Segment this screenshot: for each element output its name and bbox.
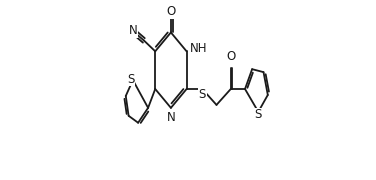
Text: NH: NH — [190, 42, 208, 55]
Text: N: N — [129, 24, 138, 37]
Text: S: S — [255, 108, 262, 121]
Text: N: N — [167, 111, 175, 124]
Text: S: S — [199, 88, 206, 102]
Text: O: O — [166, 5, 176, 18]
Text: O: O — [226, 50, 235, 63]
Text: S: S — [127, 73, 135, 86]
